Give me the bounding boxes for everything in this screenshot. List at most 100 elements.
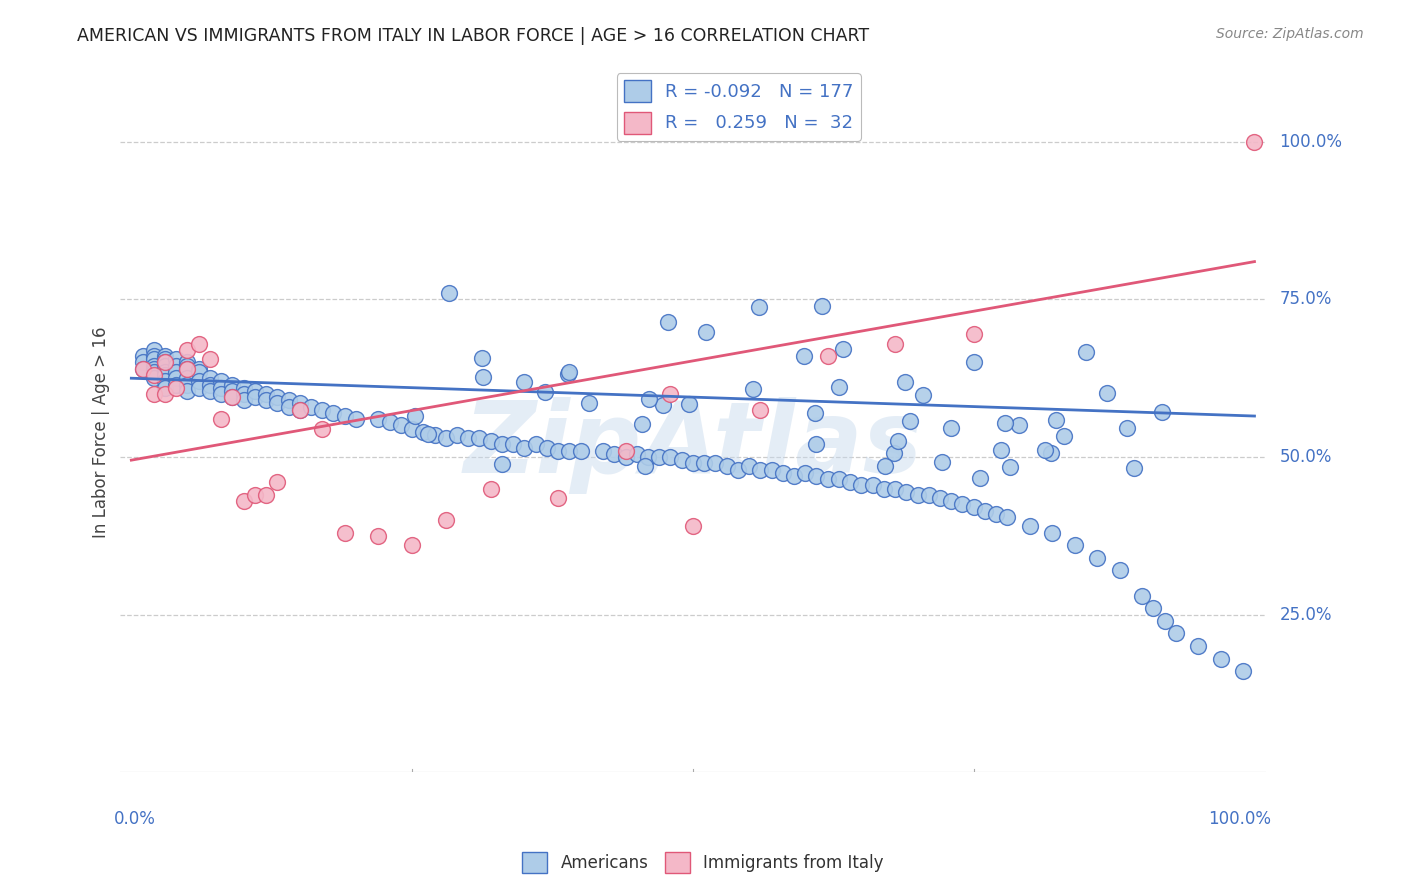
Point: [671, 453, 693, 467]
Point: [153, 375, 176, 389]
Point: [471, 351, 494, 366]
Point: [479, 434, 502, 449]
Point: [827, 380, 849, 394]
Point: [176, 371, 198, 385]
Point: [513, 441, 536, 455]
Point: [153, 381, 176, 395]
Point: [153, 355, 176, 369]
Point: [142, 349, 165, 363]
Point: [176, 361, 198, 376]
Point: [198, 352, 221, 367]
Point: [187, 375, 209, 389]
Point: [165, 359, 187, 373]
Point: [165, 371, 187, 385]
Point: [682, 456, 704, 470]
Point: [221, 390, 243, 404]
Point: [931, 455, 953, 469]
Point: [176, 377, 198, 392]
Point: [1045, 412, 1067, 426]
Point: [243, 488, 266, 502]
Point: [534, 385, 557, 400]
Point: [322, 406, 344, 420]
Point: [912, 388, 935, 402]
Point: [254, 387, 277, 401]
Point: [176, 384, 198, 398]
Point: [963, 327, 986, 342]
Point: [828, 472, 851, 486]
Point: [1007, 417, 1029, 432]
Point: [221, 390, 243, 404]
Point: [491, 437, 513, 451]
Point: [232, 387, 254, 401]
Point: [811, 298, 834, 312]
Point: [898, 414, 921, 428]
Point: [806, 469, 828, 483]
Legend: R = -0.092   N = 177, R =   0.259   N =  32: R = -0.092 N = 177, R = 0.259 N = 32: [617, 73, 860, 141]
Point: [1033, 442, 1056, 457]
Point: [994, 416, 1017, 430]
Point: [187, 361, 209, 376]
Point: [176, 359, 198, 373]
Text: 75.0%: 75.0%: [1279, 291, 1331, 309]
Point: [974, 503, 997, 517]
Point: [176, 343, 198, 357]
Point: [378, 415, 401, 429]
Point: [142, 368, 165, 382]
Point: [232, 393, 254, 408]
Point: [652, 398, 675, 412]
Point: [165, 352, 187, 367]
Point: [198, 377, 221, 392]
Point: [1150, 405, 1173, 419]
Point: [851, 478, 873, 492]
Point: [761, 462, 783, 476]
Point: [659, 450, 682, 464]
Point: [918, 488, 941, 502]
Point: [1085, 550, 1108, 565]
Legend: Americans, Immigrants from Italy: Americans, Immigrants from Italy: [516, 846, 890, 880]
Point: [389, 418, 412, 433]
Point: [243, 384, 266, 398]
Point: [794, 466, 817, 480]
Point: [221, 384, 243, 398]
Point: [153, 349, 176, 363]
Point: [266, 475, 288, 490]
Point: [1108, 564, 1130, 578]
Point: [578, 396, 600, 410]
Point: [367, 412, 389, 426]
Point: [963, 500, 986, 515]
Point: [344, 412, 367, 426]
Point: [1095, 386, 1118, 401]
Point: [176, 355, 198, 369]
Point: [557, 368, 579, 382]
Point: [569, 443, 592, 458]
Point: [266, 396, 288, 410]
Point: [254, 488, 277, 502]
Point: [404, 409, 426, 423]
Point: [998, 459, 1021, 474]
Point: [603, 447, 626, 461]
Point: [682, 519, 704, 533]
Point: [472, 369, 495, 384]
Point: [266, 390, 288, 404]
Point: [153, 387, 176, 401]
Point: [634, 458, 657, 473]
Point: [288, 402, 311, 417]
Point: [254, 393, 277, 408]
Point: [1142, 601, 1164, 615]
Point: [995, 509, 1018, 524]
Point: [648, 450, 671, 464]
Point: [704, 456, 727, 470]
Point: [817, 472, 839, 486]
Point: [1164, 626, 1187, 640]
Point: [990, 443, 1012, 458]
Point: [614, 443, 637, 458]
Point: [716, 459, 738, 474]
Point: [209, 387, 232, 401]
Point: [153, 352, 176, 367]
Point: [873, 482, 896, 496]
Point: [1187, 639, 1209, 653]
Text: 50.0%: 50.0%: [1279, 448, 1331, 466]
Point: [939, 420, 962, 434]
Point: [153, 355, 176, 369]
Point: [288, 402, 311, 417]
